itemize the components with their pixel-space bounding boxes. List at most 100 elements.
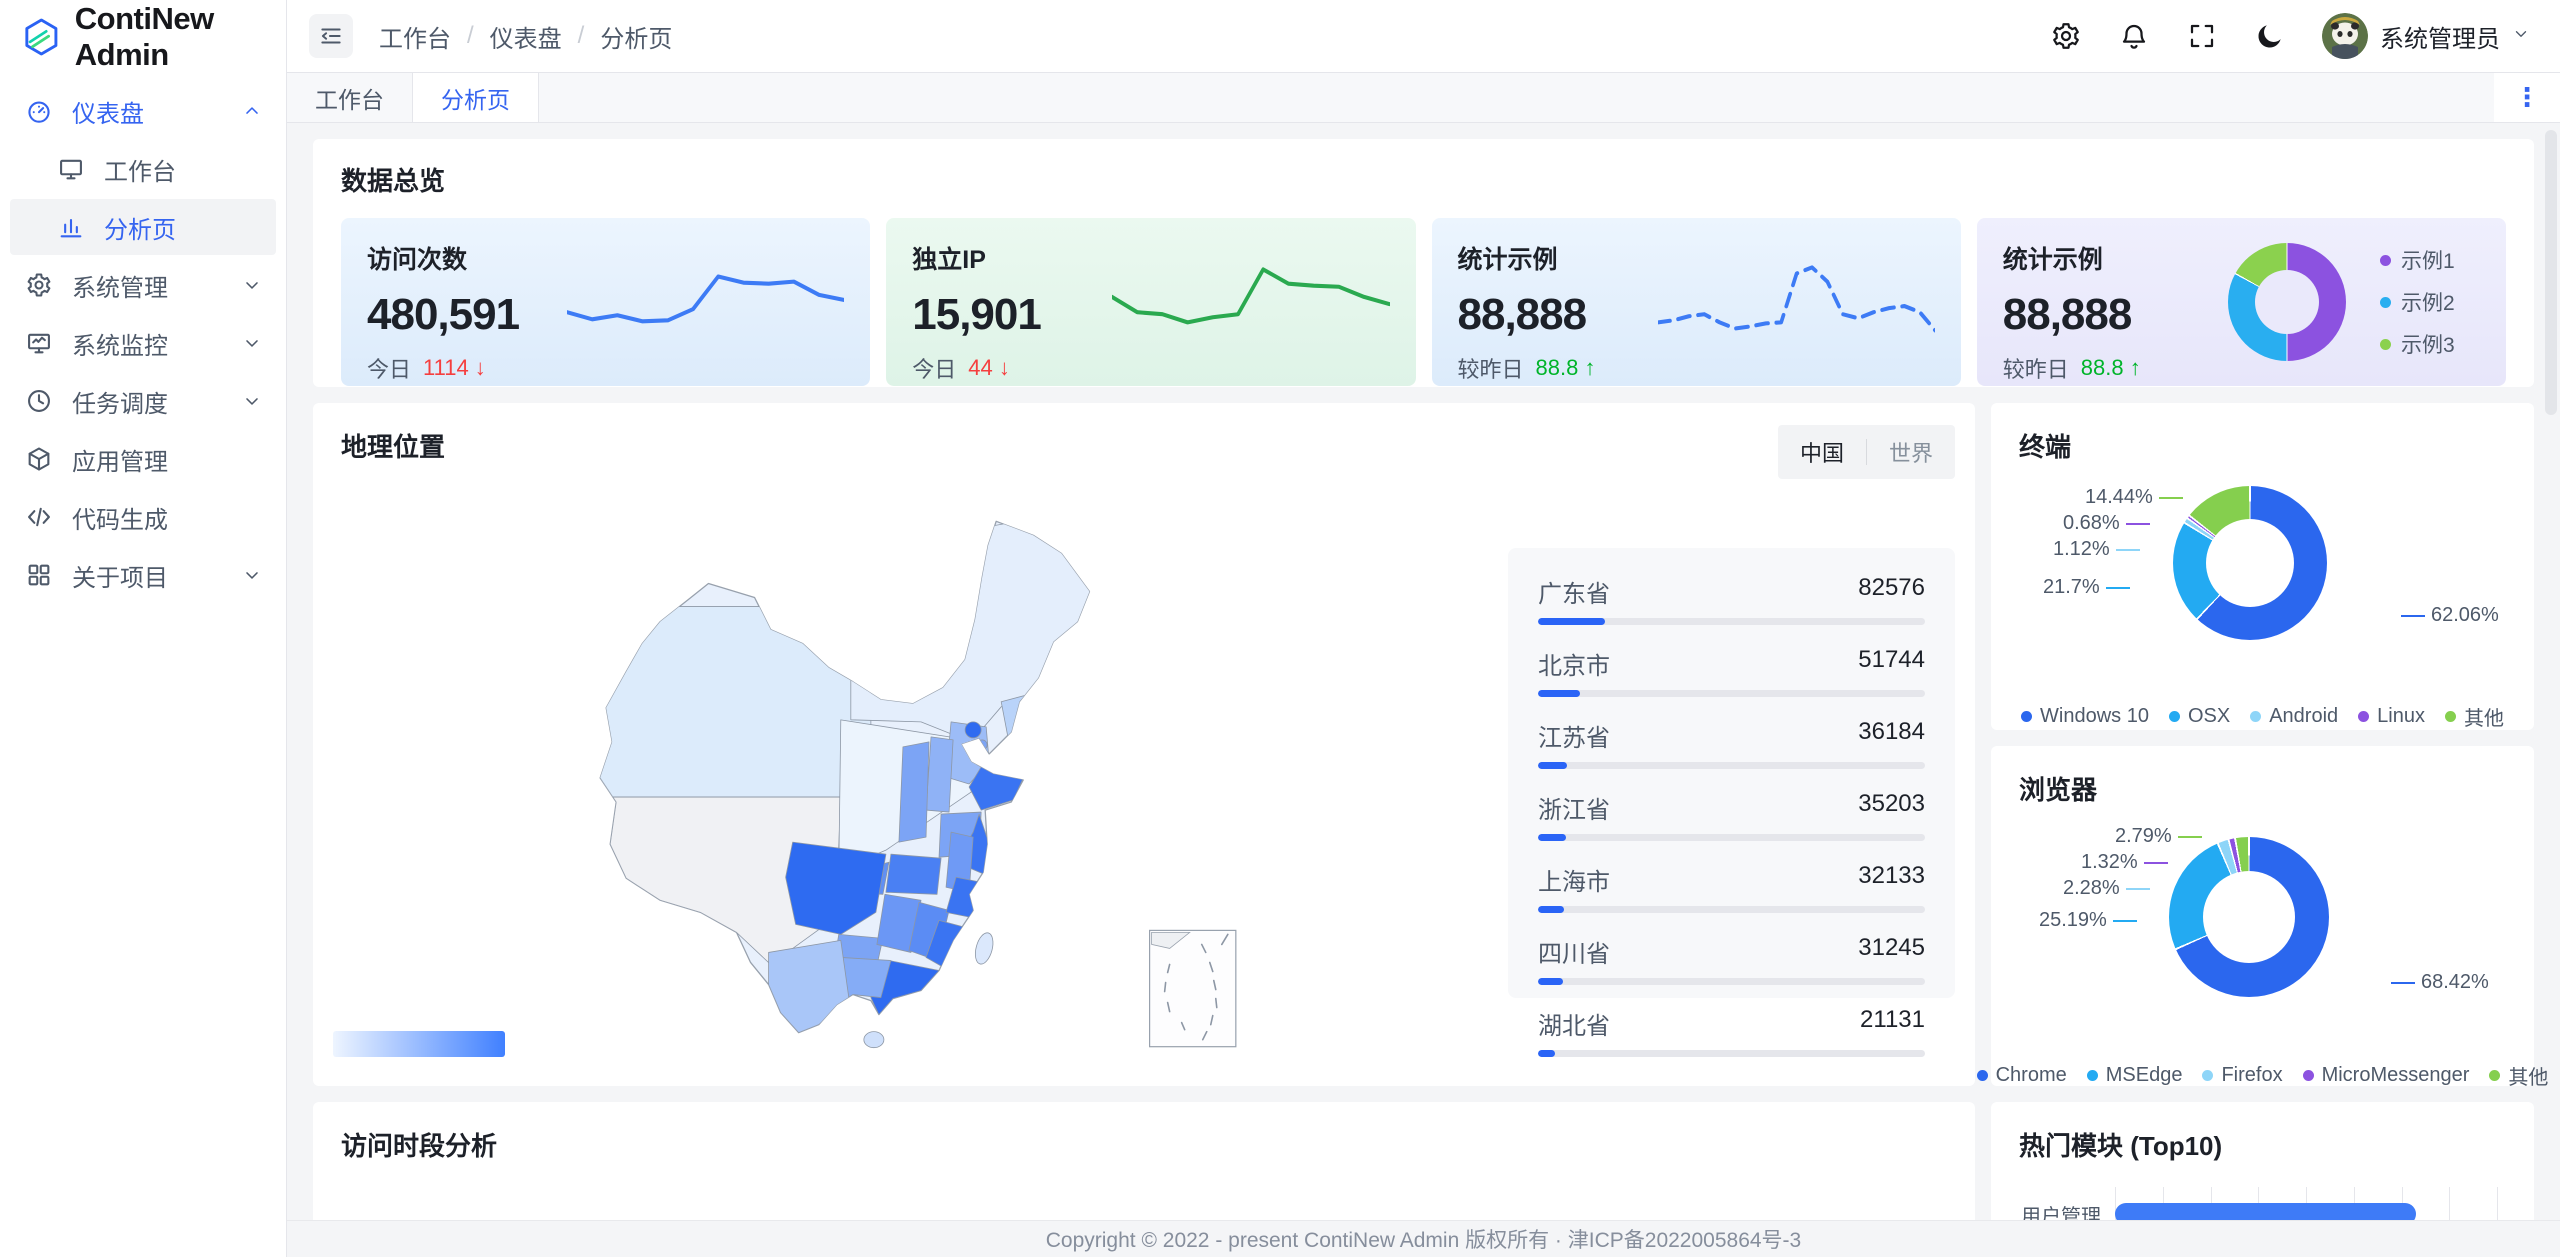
legend-label: 其他 [2463,708,2504,730]
map-region[interactable] [972,931,996,966]
legend-dot [2086,1070,2098,1081]
legend-label: Firefox [2221,1064,2283,1086]
scrollbar-thumb[interactable] [2545,130,2557,415]
map-region[interactable] [964,721,982,739]
legend-item[interactable]: 其他 [2489,1061,2548,1090]
map-region[interactable] [885,853,942,895]
settings-button[interactable] [2050,20,2082,52]
sidebar-item-工作台[interactable]: 工作台 [10,141,276,197]
pie-label-value: 25.19% [2039,909,2107,931]
legend-item[interactable]: OSX [2168,702,2230,731]
legend-item[interactable]: Android [2250,702,2338,731]
fullscreen-button[interactable] [2186,20,2218,52]
map-region[interactable] [876,893,922,953]
leader-line [2125,887,2150,890]
sidebar-item-关于项目[interactable]: 关于项目 [10,547,276,603]
province-progress-track [1538,1050,1925,1057]
stat-sub-value: 88.8 ↑ [2080,355,2141,380]
legend-item[interactable]: Windows 10 [2021,702,2149,731]
browser-donut-chart: 68.42% 25.19% 2.28% 1.32% 2.79% [2019,813,2506,1051]
legend-item[interactable]: Linux [2358,702,2425,731]
legend-dot [2358,711,2370,722]
legend-item[interactable]: 示例3 [2380,329,2455,359]
browser-donut[interactable] [2169,837,2329,997]
map-region[interactable] [925,736,954,813]
stat-info: 独立IP 15,901 今日 44 ↓ [912,240,1102,382]
map-region[interactable] [870,960,940,1016]
map-region[interactable] [863,1031,885,1049]
leader-line [2115,548,2140,551]
sidebar-item-代码生成[interactable]: 代码生成 [10,489,276,545]
province-progress-fill [1538,762,1568,769]
province-name: 上海市 [1538,869,1610,896]
map-region[interactable] [850,506,1102,743]
pie-label-value: 14.44% [2085,486,2153,508]
legend-item[interactable]: 其他 [2444,702,2504,731]
geo-toggle-世界[interactable]: 世界 [1888,441,1933,466]
stat-card-统计示例: 统计示例 88,888 较昨日 88.8 ↑ [1431,218,1961,386]
map-region[interactable] [898,741,930,843]
legend-label: MicroMessenger [2321,1064,2470,1086]
sidebar-item-label: 系统监控 [72,332,168,360]
breadcrumb-item[interactable]: 分析页 [600,25,673,53]
tab-分析页[interactable]: 分析页 [413,73,539,122]
sidebar-item-分析页[interactable]: 分析页 [10,199,276,255]
leader-line [2105,586,2130,589]
logo-row[interactable]: ContiNew Admin [0,0,286,73]
breadcrumb-item[interactable]: 工作台 [379,25,451,53]
pie-label-其他: 2.79% [2115,825,2202,848]
stat-card-访问次数: 访问次数 480,591 今日 1114 ↓ [341,218,871,386]
pie-label-其他: 14.44% [2085,486,2183,509]
module-row: 用户管理 [2019,1197,2506,1220]
sidebar-item-应用管理[interactable]: 应用管理 [10,431,276,487]
pie-label-Windows 10: 62.06% [2401,604,2499,627]
dark-mode-button[interactable] [2254,20,2286,52]
footer: Copyright © 2022 - present ContiNew Admi… [287,1220,2560,1257]
legend-item[interactable]: Firefox [2202,1061,2283,1090]
breadcrumb-item[interactable]: 仪表盘 [489,25,562,53]
geo-toggle-中国[interactable]: 中国 [1799,441,1844,466]
geo-card: 地理位置 中国 世界 [313,403,1975,1086]
tab-actions-icon[interactable]: ⋮ [2494,73,2560,122]
province-head: 四川省 31245 [1538,934,1925,969]
browser-title: 浏览器 [2019,775,2098,805]
map-region[interactable] [595,606,872,798]
terminal-card: 终端 62.06% 21.7% 1.12% 0.68% 14.44% Windows 1… [1991,403,2534,730]
tab-工作台[interactable]: 工作台 [287,73,413,122]
stat-title: 独立IP [912,246,986,274]
sidebar-item-系统监控[interactable]: 系统监控 [10,315,276,371]
province-progress-fill [1538,618,1605,625]
sidebar-item-系统管理[interactable]: 系统管理 [10,257,276,313]
donut-hole [2255,270,2320,334]
sidebar-collapse-button[interactable] [309,14,353,58]
time-analysis-card: 访问时段分析 100k [313,1102,1975,1220]
hot-modules-card: 热门模块 (Top10) 用户管理 [1991,1102,2534,1220]
legend-item[interactable]: Chrome [1976,1061,2067,1090]
user-menu[interactable]: 系统管理员 [2322,13,2530,59]
legend-label: Linux [2377,705,2425,727]
pie-label-value: 2.28% [2063,877,2120,899]
stat-sub-value: 88.8 ↑ [1535,355,1596,380]
legend-item[interactable]: MicroMessenger [2302,1061,2470,1090]
sidebar-item-任务调度[interactable]: 任务调度 [10,373,276,429]
moon-icon [2258,25,2281,48]
bell-icon [2122,24,2146,49]
module-bar[interactable] [2115,1203,2417,1220]
leader-line [2158,496,2183,499]
legend-item[interactable]: MSEdge [2086,1061,2182,1090]
sparkline-chart [567,274,845,324]
legend-label: Windows 10 [2040,705,2149,727]
stat-subtitle: 较昨日 88.8 ↑ [2003,352,2193,384]
fullscreen-icon [2190,24,2214,48]
stat-sub-label: 今日 [912,357,957,382]
map-region[interactable] [768,940,850,1033]
tab-list: 工作台 分析页 [287,73,539,122]
notifications-button[interactable] [2118,20,2150,52]
sidebar-item-仪表盘[interactable]: 仪表盘 [10,83,276,139]
pie-label-value: 68.42% [2421,971,2489,993]
legend-item[interactable]: 示例1 [2380,245,2455,275]
app-logo-icon [25,18,58,55]
legend-item[interactable]: 示例2 [2380,287,2455,317]
terminal-donut[interactable] [2173,486,2327,640]
menu-fold-icon [321,28,341,44]
